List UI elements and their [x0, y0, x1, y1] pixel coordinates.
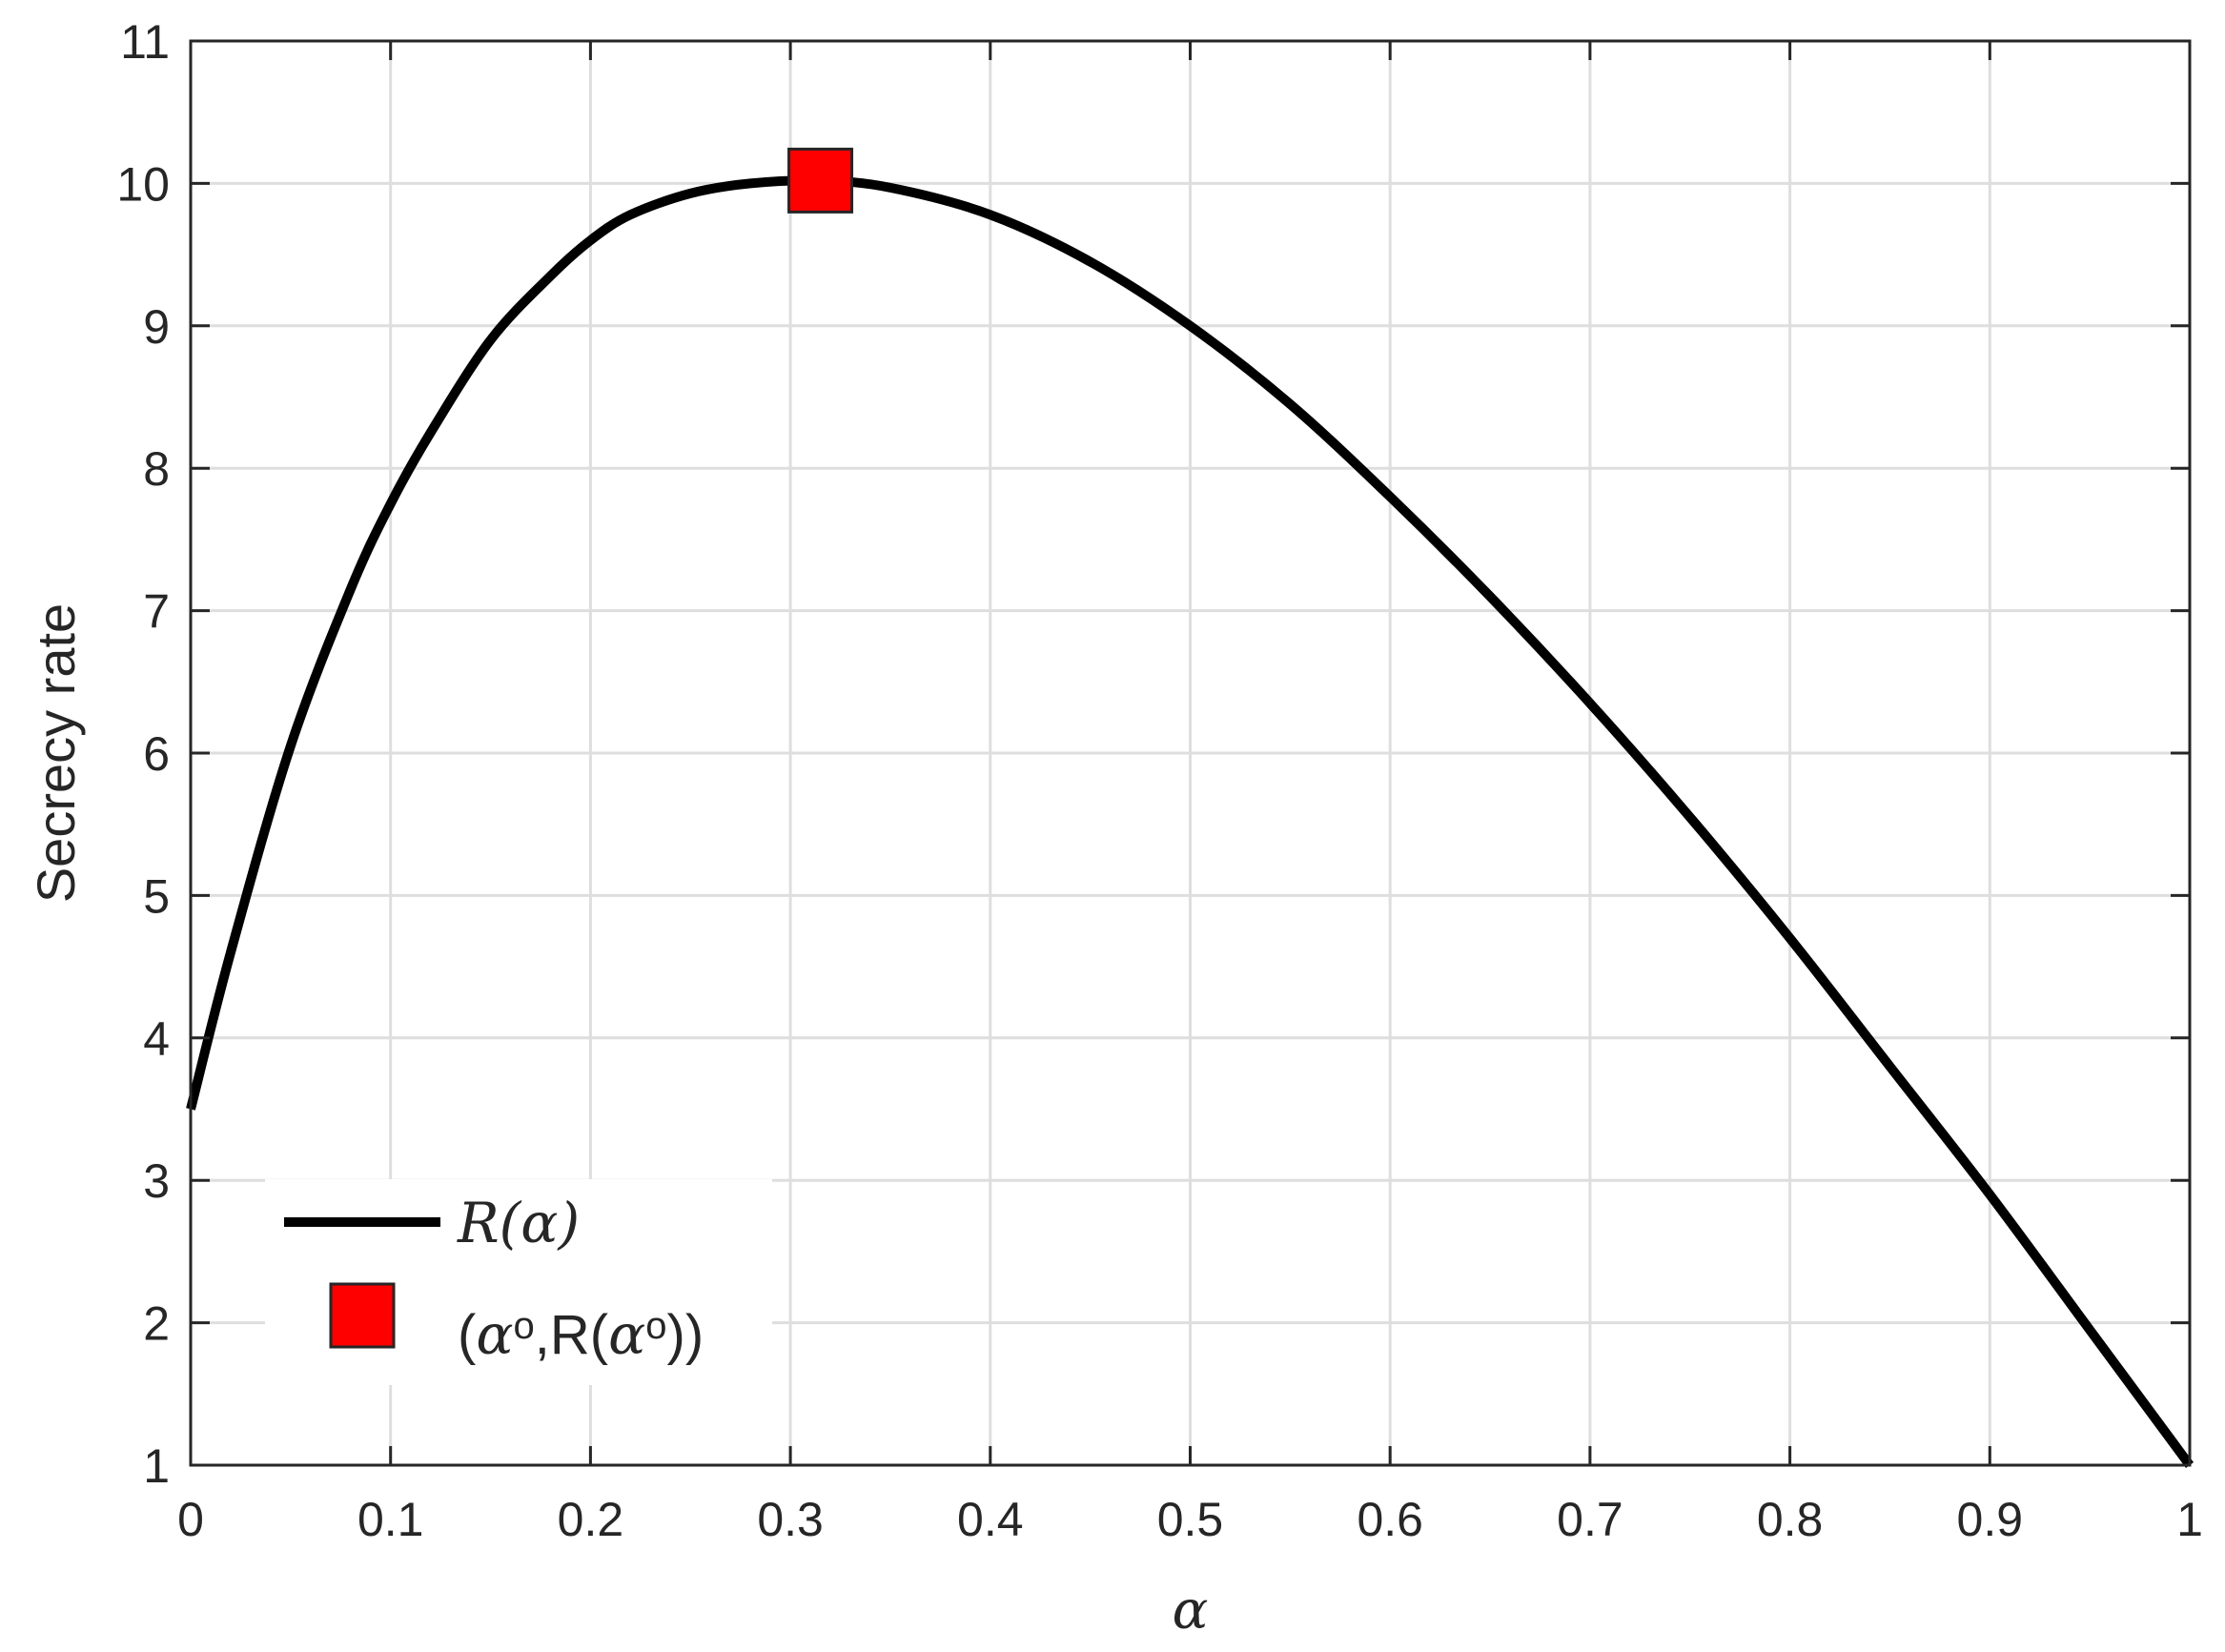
x-tick-label: 0.7	[1557, 1493, 1623, 1546]
y-tick-labels: 1 2 3 4 5 6 7 8 9 10 11	[116, 15, 170, 1493]
x-tick-label: 0.5	[1157, 1493, 1224, 1546]
legend-line-label: R(α)	[457, 1191, 580, 1255]
y-tick-label: 11	[120, 15, 170, 69]
x-tick-label: 0.2	[558, 1493, 624, 1546]
legend-marker-swatch	[329, 1282, 396, 1349]
y-tick-label: 7	[143, 585, 170, 639]
legend-marker-label: (αo,R(αo))	[458, 1302, 704, 1367]
y-tick-label: 9	[143, 300, 170, 354]
x-tick-label: 0.1	[357, 1493, 424, 1546]
x-tick-label: 0.9	[1957, 1493, 2024, 1546]
x-tick-label: 0.8	[1757, 1493, 1824, 1546]
x-tick-label: 1	[2176, 1493, 2203, 1546]
y-tick-label: 10	[116, 157, 170, 211]
series-layer	[186, 147, 2194, 1468]
legend-box	[265, 1179, 772, 1385]
y-tick-label: 8	[143, 442, 170, 496]
x-tick-label: 0.3	[757, 1493, 824, 1546]
y-tick-label: 4	[143, 1012, 170, 1066]
series-line	[186, 175, 2194, 1468]
optimum-marker	[787, 147, 854, 214]
x-tick-label: 0	[177, 1493, 204, 1546]
y-tick-label: 5	[143, 869, 170, 923]
x-axis-label: α	[1173, 1580, 1209, 1642]
y-tick-label: 2	[143, 1297, 170, 1351]
y-tick-label: 3	[143, 1154, 170, 1208]
ticks	[189, 39, 2192, 1467]
y-axis-label: Secrecy rate	[26, 603, 86, 903]
y-tick-label: 1	[143, 1439, 170, 1493]
legend: R(α) (αo,R(αo))	[265, 1179, 772, 1385]
x-tick-label: 0.4	[957, 1493, 1024, 1546]
x-tick-labels: 0 0.1 0.2 0.3 0.4 0.5 0.6 0.7 0.8 0.9 1	[177, 1493, 2203, 1546]
x-tick-label: 0.6	[1357, 1493, 1423, 1546]
y-tick-label: 6	[143, 727, 170, 781]
